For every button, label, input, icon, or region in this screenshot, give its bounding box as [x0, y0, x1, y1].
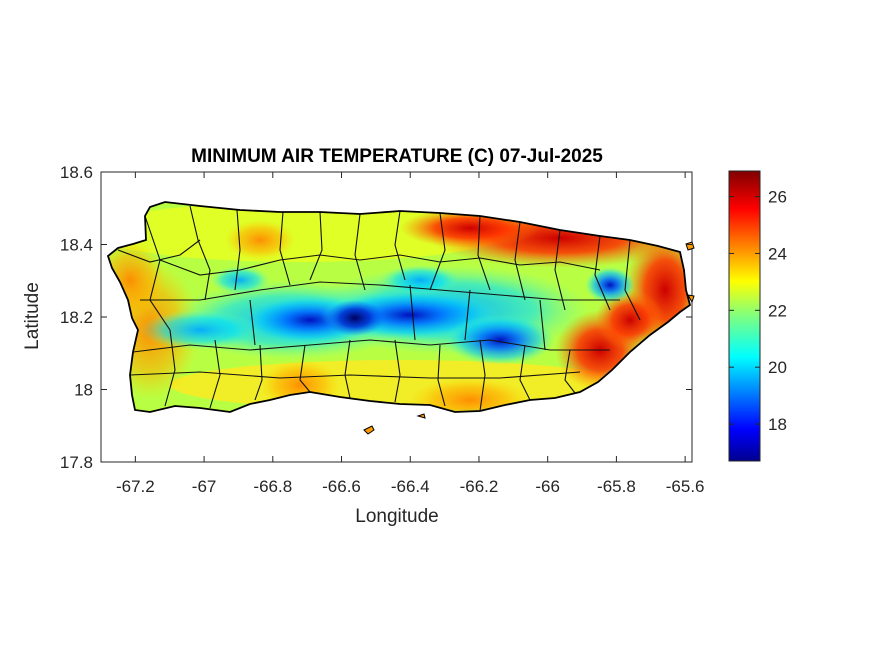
offshore-islets	[363, 241, 695, 435]
x-ticks: -67.2 -67 -66.8 -66.6 -66.4 -66.2 -66 -65.8 -65.…	[116, 172, 705, 496]
colorbar-tick-label: 20	[768, 358, 787, 377]
x-tick-label: -67	[192, 477, 217, 496]
y-tick-label: 18.6	[60, 163, 93, 182]
x-tick-label: -66.6	[322, 477, 361, 496]
x-tick-label: -67.2	[116, 477, 155, 496]
x-tick-label: -65.8	[597, 477, 636, 496]
x-tick-label: -66.4	[391, 477, 430, 496]
chart-title: MINIMUM AIR TEMPERATURE (C) 07-Jul-2025	[191, 146, 603, 167]
y-tick-label: 18.4	[60, 236, 93, 255]
y-ticks: 18.6 18.4 18.2 18 17.8	[60, 163, 692, 472]
colorbar-tick-label: 18	[768, 415, 787, 434]
y-tick-label: 17.8	[60, 453, 93, 472]
colorbar-ticks: 18 20 22 24 26	[729, 188, 787, 434]
y-tick-label: 18	[74, 381, 93, 400]
y-tick-label: 18.2	[60, 308, 93, 327]
municipality-boundaries	[117, 205, 641, 412]
x-tick-label: -66	[535, 477, 560, 496]
colorbar-tick-label: 24	[768, 244, 787, 263]
x-tick-label: -65.6	[666, 477, 705, 496]
y-axis-label: Latitude	[22, 282, 43, 350]
x-tick-label: -66.8	[253, 477, 292, 496]
colorbar-tick-label: 26	[768, 188, 787, 207]
x-axis-label: Longitude	[355, 506, 438, 527]
colorbar	[728, 170, 761, 462]
x-tick-label: -66.2	[460, 477, 499, 496]
colorbar-tick-label: 22	[768, 301, 787, 320]
